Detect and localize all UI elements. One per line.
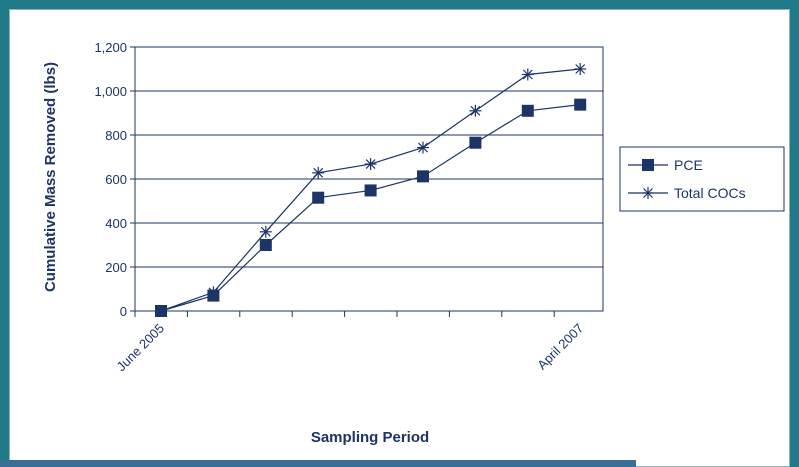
y-tick-label: 200 bbox=[105, 260, 127, 275]
legend-box bbox=[619, 146, 785, 212]
series-group bbox=[155, 63, 587, 317]
x-tick-label: April 2007 bbox=[534, 321, 586, 373]
star-stroke bbox=[643, 188, 653, 198]
pce-point bbox=[364, 184, 377, 197]
total-cocs-point bbox=[417, 141, 429, 154]
star-stroke bbox=[470, 105, 481, 116]
total-cocs-point bbox=[574, 63, 587, 75]
total-cocs-point bbox=[312, 166, 325, 179]
y-tick-label: 800 bbox=[105, 128, 127, 143]
pce-point bbox=[259, 239, 272, 251]
total-cocs-point bbox=[521, 68, 534, 81]
axes bbox=[130, 46, 604, 317]
total-cocs-point bbox=[259, 225, 272, 238]
star-stroke bbox=[313, 167, 324, 178]
y-tick-labels: 0 200 400 600 800 1,000 1,200 bbox=[94, 40, 127, 319]
x-axis-title: Sampling Period bbox=[311, 429, 429, 446]
legend-label: Total COCs bbox=[674, 185, 746, 201]
y-tick-label: 400 bbox=[105, 216, 127, 231]
pce-point bbox=[574, 98, 587, 111]
y-axis-title: Cumulative Mass Removed (lbs) bbox=[42, 62, 59, 292]
legend-marker bbox=[642, 187, 654, 199]
pce-point bbox=[469, 136, 482, 149]
pce-point bbox=[417, 170, 429, 183]
y-tick-label: 1,000 bbox=[94, 84, 127, 99]
legend-marker bbox=[642, 159, 654, 171]
legend: PCE Total COCs bbox=[619, 146, 785, 212]
pce-point bbox=[207, 289, 220, 302]
star-stroke bbox=[522, 69, 533, 80]
pce-point bbox=[521, 104, 534, 117]
gridlines bbox=[135, 46, 603, 312]
star-stroke bbox=[418, 142, 428, 153]
x-tick-label: June 2005 bbox=[114, 321, 168, 375]
y-tick-label: 600 bbox=[105, 172, 127, 187]
bottom-bar bbox=[0, 460, 636, 467]
chart-panel bbox=[9, 9, 790, 467]
pce-point bbox=[155, 305, 167, 317]
total-cocs-point bbox=[469, 104, 482, 117]
star-stroke bbox=[365, 159, 376, 169]
star-stroke bbox=[260, 226, 271, 237]
y-tick-label: 1,200 bbox=[94, 40, 127, 55]
total-cocs-point bbox=[364, 158, 377, 171]
star-stroke bbox=[575, 64, 586, 74]
plot-area-border bbox=[134, 46, 604, 312]
legend-label: PCE bbox=[674, 157, 703, 173]
y-tick-label: 0 bbox=[120, 304, 127, 319]
x-tick-labels: June 2005 April 2007 bbox=[114, 321, 587, 375]
pce-point bbox=[312, 191, 325, 204]
